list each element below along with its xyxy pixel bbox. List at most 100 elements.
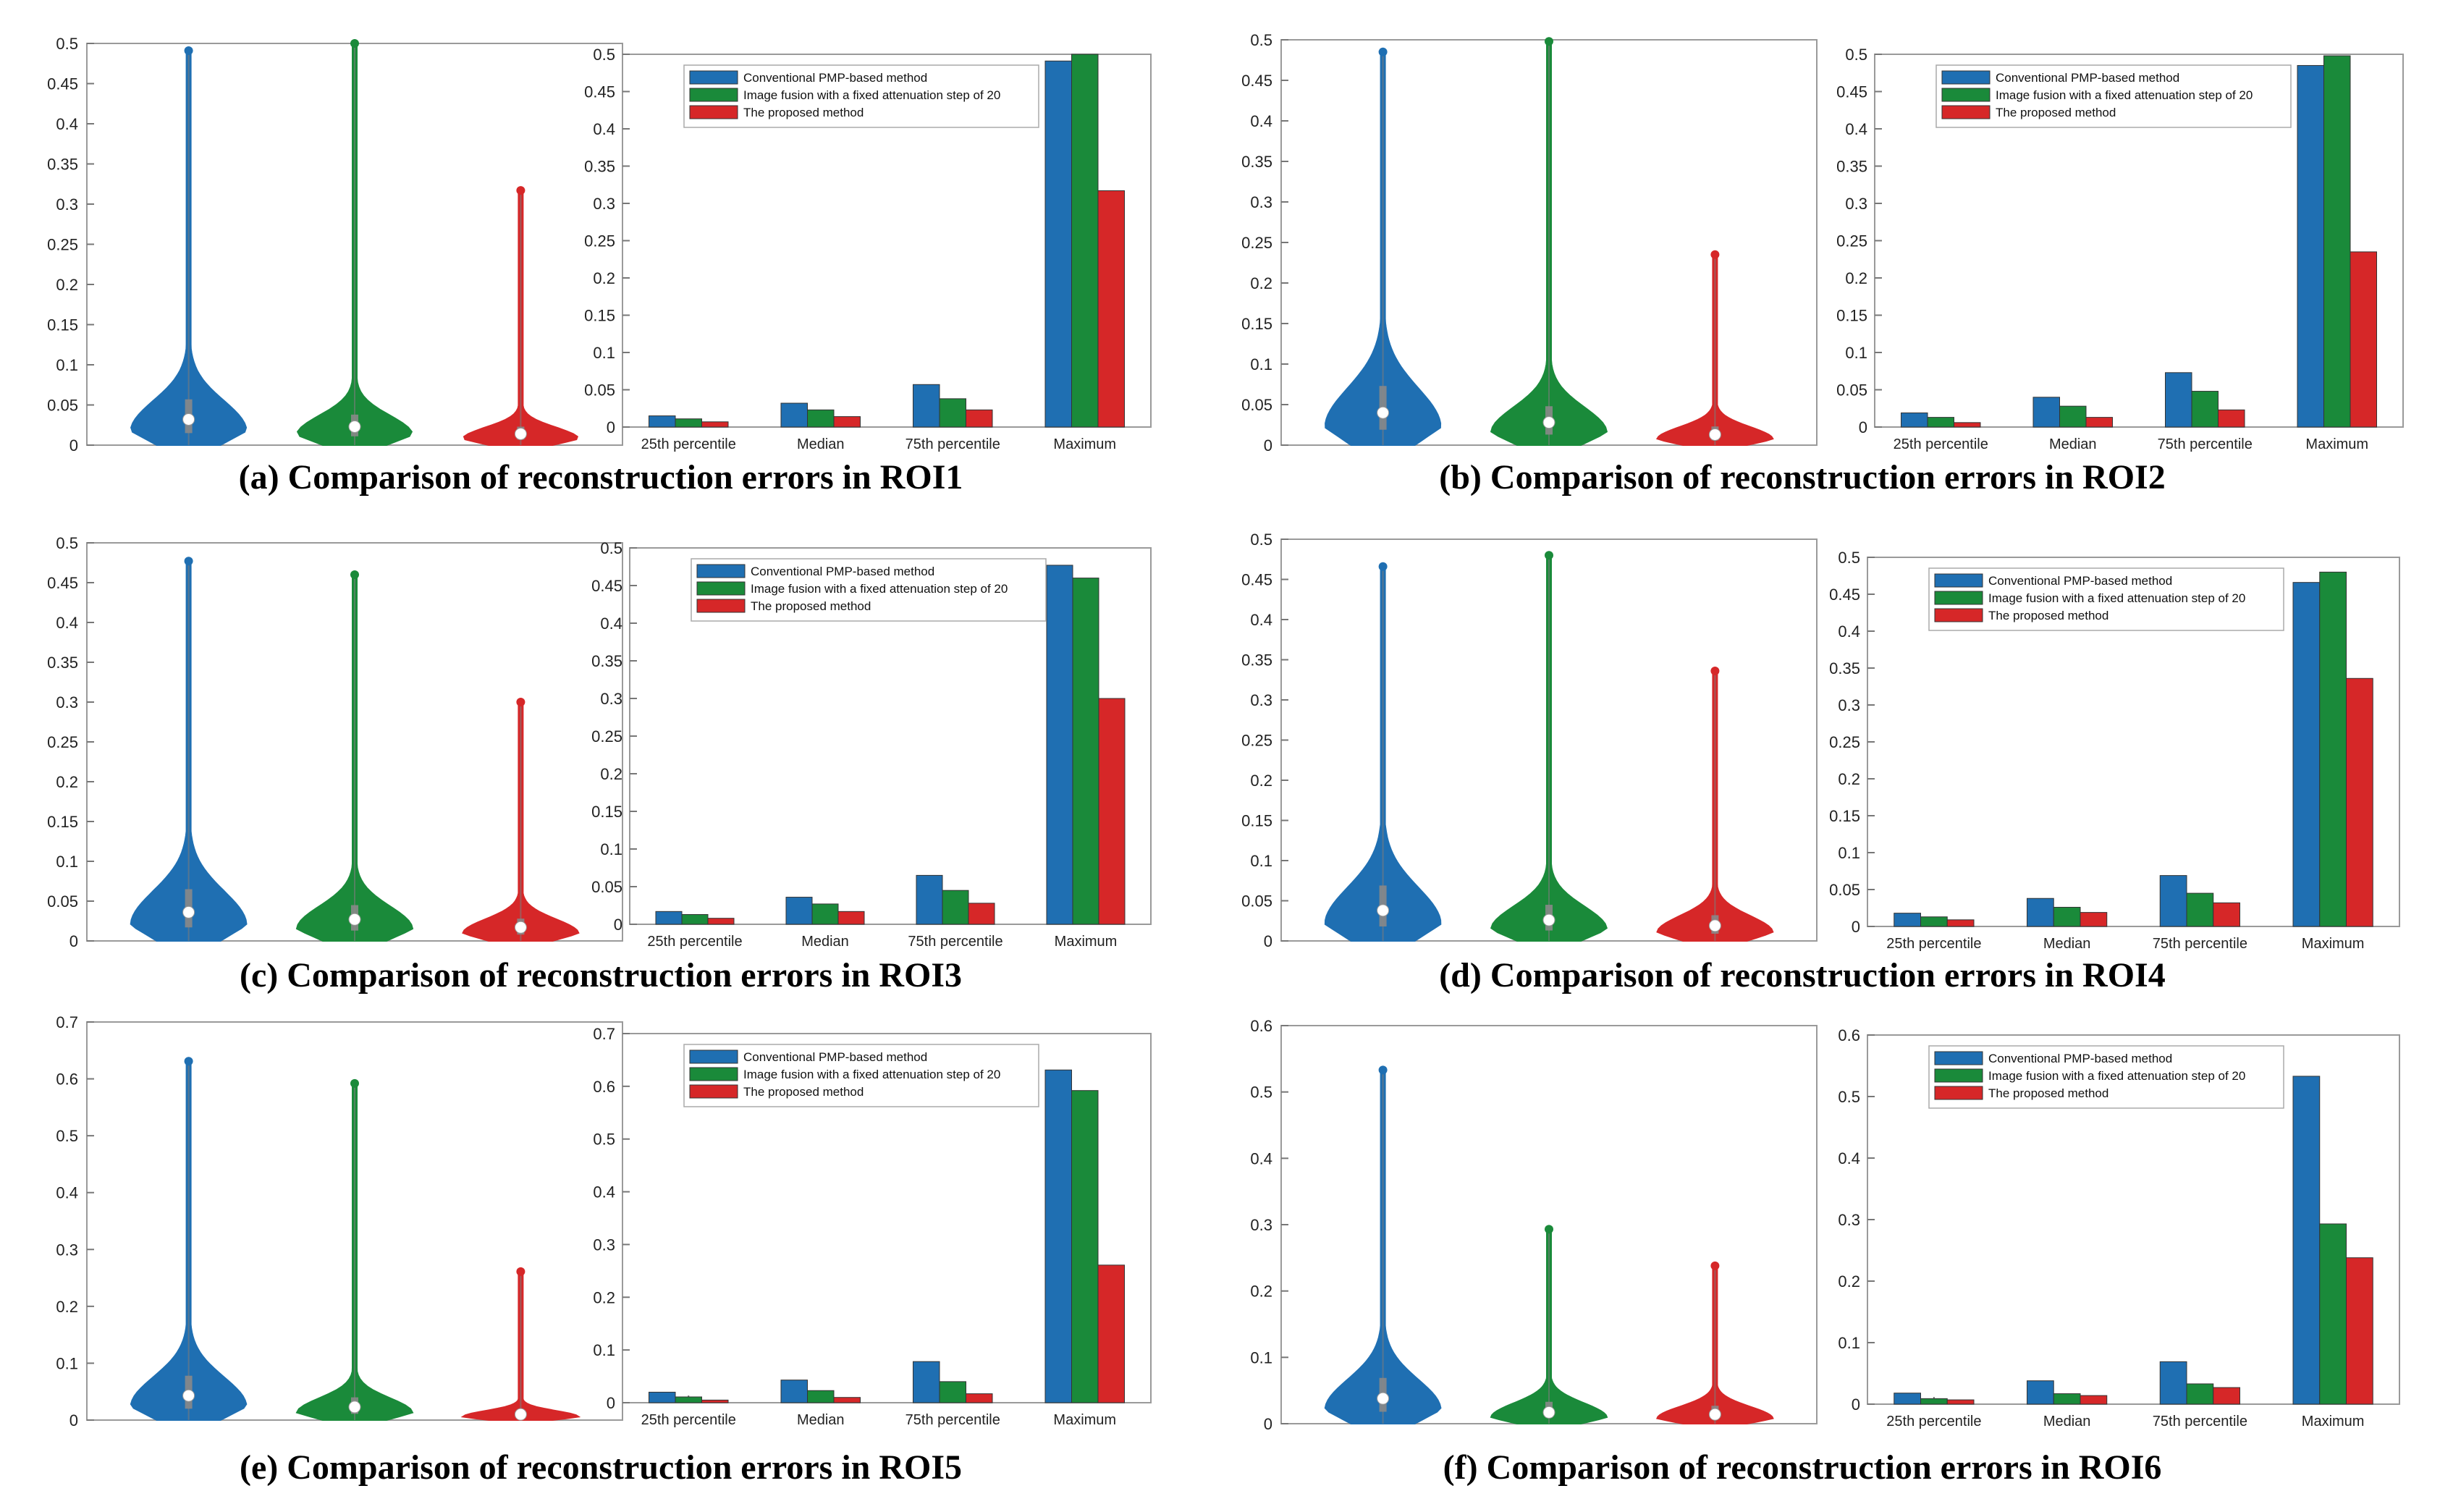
violin-y-tick-label: 0.35 [1241, 153, 1272, 171]
bar-3-4 [2350, 251, 2377, 428]
violin-outlier-max [350, 39, 359, 48]
violin-y-tick-label: 0.2 [56, 1298, 78, 1316]
violin-y-tick-label: 0.2 [1250, 1283, 1272, 1301]
violin-y-tick-label: 0.15 [47, 316, 78, 334]
bar-y-tick-label: 0.25 [1836, 232, 1867, 250]
violin-y-tick-label: 0.3 [1250, 193, 1272, 211]
panel-b: 0 0.05 0.1 0.15 0.2 0.25 0.3 0.35 0.4 0.45 0.5 0 0.0… [1241, 31, 2404, 455]
violin-outlier-max [350, 1078, 359, 1088]
violin-median-marker [182, 413, 195, 426]
legend-swatch-1 [1934, 573, 1983, 588]
bar-x-tick-label: Maximum [1053, 1412, 1116, 1428]
bar-1-2 [2027, 1380, 2054, 1405]
legend-label-2: Image fusion with a fixed attenuation st… [1996, 88, 2253, 102]
bar-y-tick-label: 0.3 [593, 1236, 615, 1254]
violin-median-marker [514, 427, 527, 440]
violin-plot: 0 0.05 0.1 0.15 0.2 0.25 0.3 0.35 0.4 0.45 0.5 [47, 35, 623, 455]
bar-3-4 [2346, 677, 2373, 927]
legend-swatch-1 [689, 1049, 738, 1064]
violin-y-tick-label: 0.4 [1250, 611, 1272, 629]
legend-swatch-3 [696, 599, 746, 613]
legend-swatch-2 [1941, 88, 1991, 102]
violin-y-tick-label: 0.1 [1250, 1348, 1272, 1367]
violin-y-tick-label: 0.45 [1241, 72, 1272, 90]
bar-chart: 0 0.1 0.2 0.3 0.4 0.5 0.6 0.7 25th percentile Med… [593, 1025, 1152, 1428]
bar-y-tick-label: 0.15 [1829, 807, 1860, 825]
violin-y-tick-label: 0.25 [47, 733, 78, 751]
violin-y-tick-label: 0.1 [56, 356, 78, 374]
violin-y-tick-label: 0.3 [1250, 1216, 1272, 1234]
violin-median-marker [514, 1408, 527, 1421]
legend-swatch-2 [1934, 1068, 1983, 1083]
violin-median-marker [1542, 416, 1555, 429]
legend-label-1: Conventional PMP-based method [751, 565, 934, 578]
bar-1-2 [780, 402, 808, 428]
bar-y-tick-label: 0.45 [1829, 586, 1860, 604]
bar-1-1 [655, 911, 683, 925]
legend-label-2: Image fusion with a fixed attenuation st… [1988, 1069, 2245, 1083]
bar-y-tick-label: 0.45 [591, 577, 622, 595]
caption-d: (d) Comparison of reconstruction errors … [1439, 956, 2166, 994]
violin-y-tick-label: 0.45 [1241, 571, 1272, 589]
bar-y-tick-label: 0.1 [1845, 344, 1867, 362]
bar-2-2 [2059, 405, 2087, 428]
legend-label-2: Image fusion with a fixed attenuation st… [743, 1068, 1000, 1081]
violin-y-tick-label: 0.2 [56, 276, 78, 294]
bar-3-3 [2218, 409, 2245, 428]
violin-y-tick-label: 0 [69, 1411, 78, 1429]
violin-median-marker [514, 921, 527, 934]
violin-y-tick-label: 0.05 [1241, 892, 1272, 911]
violin-outlier-max [184, 46, 193, 55]
bar-3-4 [1098, 698, 1126, 925]
bar-1-3 [916, 874, 943, 925]
bar-x-tick-label: 75th percentile [2153, 936, 2247, 952]
violin-median-marker [1377, 904, 1390, 917]
violin-y-tick-label: 0.05 [47, 397, 78, 415]
violin-y-tick-label: 0.3 [56, 195, 78, 214]
violin-y-tick-label: 0.5 [56, 35, 78, 53]
bar-2-1 [675, 1396, 702, 1403]
bar-y-tick-label: 0.25 [584, 232, 615, 250]
violin-outlier-max [350, 570, 359, 579]
caption-f: (f) Comparison of reconstruction errors … [1443, 1448, 2162, 1487]
bar-y-tick-label: 0.1 [1838, 844, 1860, 862]
bar-3-3 [966, 1393, 993, 1403]
bar-legend: Conventional PMP-based method Image fusio… [1928, 1045, 2284, 1109]
bar-legend: Conventional PMP-based method Image fusio… [1928, 567, 2284, 631]
violin-y-tick-label: 0.3 [56, 1241, 78, 1259]
bar-y-tick-label: 0.1 [593, 1341, 615, 1359]
violin-plot: 0 0.05 0.1 0.15 0.2 0.25 0.3 0.35 0.4 0.45 0.5 [1241, 31, 1818, 455]
violin-y-tick-label: 0 [1264, 1415, 1272, 1433]
violin-y-tick-label: 0.7 [56, 1013, 78, 1031]
violin-y-tick-label: 0 [69, 436, 78, 455]
caption-a: (a) Comparison of reconstruction errors … [238, 458, 963, 497]
violin-y-tick-label: 0.4 [56, 1184, 78, 1202]
bar-2-2 [811, 903, 839, 925]
violin-y-tick-label: 0.15 [47, 813, 78, 831]
bar-2-1 [681, 913, 709, 925]
violin-median-marker [1542, 1406, 1555, 1419]
bar-y-tick-label: 0 [614, 916, 622, 934]
caption-b: (b) Comparison of reconstruction errors … [1439, 458, 2166, 497]
bar-2-2 [2053, 906, 2081, 927]
bar-y-tick-label: 0.6 [1838, 1026, 1860, 1044]
bar-x-tick-label: Maximum [2302, 936, 2365, 952]
bar-1-1 [649, 415, 676, 428]
violin-outlier-max [1378, 1065, 1388, 1075]
bar-x-tick-label: Maximum [2305, 436, 2368, 452]
bar-2-1 [1920, 1398, 1948, 1405]
legend-swatch-3 [1934, 1086, 1983, 1100]
bar-1-3 [913, 1361, 940, 1403]
legend-label-3: The proposed method [1988, 609, 2108, 622]
legend-swatch-2 [696, 581, 746, 596]
bar-x-tick-label: Maximum [1055, 934, 1118, 950]
legend-box [691, 558, 1047, 622]
bar-y-tick-label: 0.35 [1836, 158, 1867, 176]
bar-2-4 [2323, 55, 2351, 428]
bar-legend: Conventional PMP-based method Image fusio… [1935, 64, 2292, 128]
bar-3-3 [966, 409, 993, 428]
bar-y-tick-label: 0.2 [593, 1288, 615, 1306]
violin-median-marker [348, 913, 361, 926]
bar-x-tick-label: Median [801, 934, 849, 950]
violin-y-tick-label: 0.1 [56, 1354, 78, 1372]
